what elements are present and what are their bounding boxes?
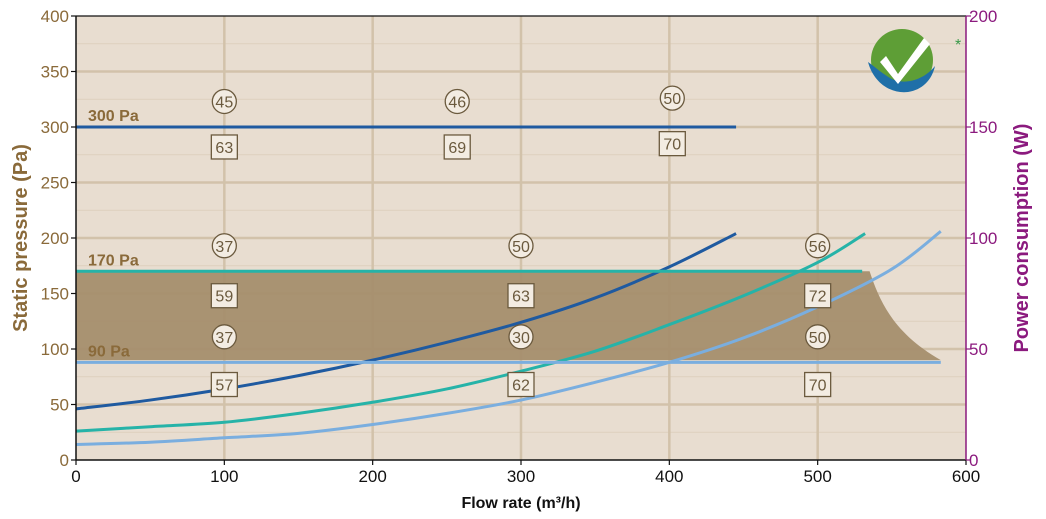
operating-levels: 300 Pa 170 Pa 90 Pa (76, 108, 941, 364)
x-tick-label: 300 (507, 467, 535, 486)
circle-annotation: 45 (211, 88, 237, 115)
annotation-circle-marker (211, 324, 237, 350)
annotation-square-marker (804, 371, 832, 398)
annotation-square-marker (804, 283, 832, 309)
y-tick-label: 50 (50, 396, 69, 415)
circle-annotation: 50 (659, 85, 685, 111)
annotation-square-marker (507, 371, 535, 398)
annotation-circle-marker (211, 233, 237, 259)
annotation-value: 30 (512, 330, 530, 347)
annotation-value: 37 (215, 330, 233, 347)
annotation-square-marker (443, 134, 471, 160)
x-tick-label: 100 (210, 467, 238, 486)
annotation-circle-marker (659, 85, 685, 111)
annotation-value: 45 (215, 94, 233, 111)
y-axis-title: Static pressure (Pa) (10, 144, 32, 332)
square-annotation: 57 (210, 371, 238, 398)
operating-level-label-1: 300 Pa (88, 108, 139, 125)
annotation-value: 37 (215, 239, 233, 256)
circle-annotation: 56 (805, 233, 831, 259)
y-tick-label: 150 (41, 285, 69, 304)
y-tick-label: 200 (41, 229, 69, 248)
x-tick-label: 500 (803, 467, 831, 486)
annotation-square-marker (210, 283, 238, 309)
y2-tick-label: 200 (969, 7, 997, 26)
annotation-circle-marker (444, 88, 470, 115)
circle-annotation: 50 (805, 324, 831, 350)
annotation-value: 63 (512, 289, 530, 306)
circle-annotation: 37 (211, 324, 237, 350)
annotation-circle-marker (508, 324, 534, 350)
annotation-circle-marker (211, 88, 237, 115)
x-tick-label: 600 (952, 467, 980, 486)
annotation-value: 46 (448, 94, 466, 111)
badge-asterisk: * (955, 37, 961, 54)
annotation-circle-marker (805, 233, 831, 259)
annotation-value: 70 (663, 137, 681, 154)
square-annotation: 70 (658, 130, 686, 157)
square-annotation: 63 (507, 283, 535, 309)
operating-level-label-2: 170 Pa (88, 252, 139, 269)
annotation-value: 63 (215, 140, 233, 157)
annotation-value: 59 (215, 289, 233, 306)
annotation-value: 69 (448, 140, 466, 157)
power-curve-1 (75, 232, 737, 411)
y2-tick-label: 0 (969, 451, 978, 470)
annotation-square-marker (507, 283, 535, 309)
annotation-value: 50 (663, 91, 681, 108)
y-tick-label: 100 (41, 340, 69, 359)
square-annotation: 72 (804, 283, 832, 309)
y2-tick-label: 100 (969, 229, 997, 248)
checkmark-badge-icon (868, 29, 935, 93)
annotation-square-marker (210, 134, 238, 160)
square-annotation: 63 (210, 134, 238, 160)
x-tick-label: 400 (655, 467, 683, 486)
y2-tick-label: 50 (969, 340, 988, 359)
annotation-value: 50 (512, 239, 530, 256)
x-axis-title: Flow rate (m³/h) (461, 495, 580, 512)
annotation-circle-marker (805, 324, 831, 350)
tick-labels: 0 100 200 300 400 500 600050100150200250300350… (41, 7, 998, 486)
x-tick-label: 0 (71, 467, 80, 486)
square-annotation: 62 (507, 371, 535, 398)
circle-annotation: 30 (508, 324, 534, 350)
annotation-value: 70 (809, 378, 827, 395)
square-annotation: 59 (210, 283, 238, 309)
annotations: 45 46 50 63 69 70 37 50 56 59 63 72 37 30 50 57 62 70 (210, 85, 832, 398)
annotation-circle-marker (508, 233, 534, 259)
y-tick-label: 250 (41, 174, 69, 193)
annotation-square-marker (210, 371, 238, 398)
y-tick-label: 300 (41, 118, 69, 137)
annotation-value: 50 (809, 330, 827, 347)
annotation-square-marker (658, 130, 686, 157)
operating-level-label-3: 90 Pa (88, 343, 130, 360)
x-tick-label: 200 (358, 467, 386, 486)
circle-annotation: 46 (444, 88, 470, 115)
square-annotation: 70 (804, 371, 832, 398)
annotation-value: 62 (512, 378, 530, 395)
annotation-value: 72 (809, 289, 827, 306)
annotation-value: 56 (809, 239, 827, 256)
circle-annotation: 37 (211, 233, 237, 259)
circle-annotation: 50 (508, 233, 534, 259)
y2-axis-title: Power consumption (W) (1011, 124, 1033, 353)
y-tick-label: 0 (60, 451, 69, 470)
y-tick-label: 350 (41, 63, 69, 82)
y2-tick-label: 150 (969, 118, 997, 137)
square-annotation: 69 (443, 134, 471, 160)
power-curve-2 (75, 232, 866, 433)
annotation-value: 57 (215, 378, 233, 395)
y-tick-label: 400 (41, 7, 69, 26)
shaded-operating-region (76, 271, 941, 361)
